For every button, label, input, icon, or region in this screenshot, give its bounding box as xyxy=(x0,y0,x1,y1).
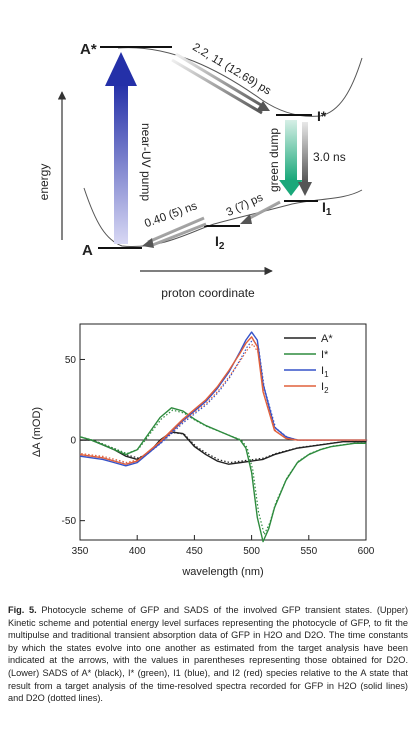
series-dotted-1 xyxy=(81,431,368,464)
legend-label-3: I1 xyxy=(321,365,329,379)
pump-arrow xyxy=(105,52,137,244)
legend: A* I* I1 I2 xyxy=(284,333,333,395)
relax-arrow xyxy=(298,122,312,196)
proton-axis-label: proton coordinate xyxy=(161,286,255,300)
caption-text: Photocycle scheme of GFP and SADS of the… xyxy=(8,605,409,704)
i1-to-i2-arrow xyxy=(240,200,281,224)
x-tick-label: 350 xyxy=(72,546,89,557)
sads-chart: 350 400 450 500 550 600 -50 0 50 A* I* I1 I2 wavele… xyxy=(31,323,375,578)
legend-label-2: I* xyxy=(321,349,329,361)
x-tick-label: 500 xyxy=(243,546,260,557)
y-tick-label: 0 xyxy=(70,436,76,447)
y-axis-label: ΔA (mOD) xyxy=(31,407,43,457)
figure: A* A I* I1 I2 near-UV pump 2.2, 11 (12.6… xyxy=(31,41,375,578)
label-relax: 3.0 ns xyxy=(313,150,346,164)
series-layer xyxy=(79,331,368,543)
label-i2-main: I xyxy=(215,233,219,249)
label-i1: I1 xyxy=(322,199,332,218)
kinetic-scheme: A* A I* I1 I2 near-UV pump 2.2, 11 (12.6… xyxy=(37,41,363,300)
legend-label-sub: 2 xyxy=(324,386,329,395)
dump-arrow xyxy=(279,120,303,196)
label-i2-to-a: 0.40 (5) ns xyxy=(143,200,199,230)
y-tick-label: 50 xyxy=(65,355,77,366)
legend-label-1: A* xyxy=(321,333,333,345)
label-a: A xyxy=(82,242,93,259)
label-i1-main: I xyxy=(322,199,326,215)
plot-frame xyxy=(79,323,367,541)
decay-arrows xyxy=(171,52,270,115)
label-dump: green dump xyxy=(267,128,281,192)
axis-ticks: 350 400 450 500 550 600 -50 0 50 xyxy=(62,355,375,557)
energy-axis-label: energy xyxy=(37,164,51,201)
i2-to-a-arrow xyxy=(142,216,207,248)
series-dotted-4 xyxy=(81,343,368,464)
x-axis-label: wavelength (nm) xyxy=(181,566,263,578)
y-tick-label: -50 xyxy=(62,516,77,527)
label-i-star: I* xyxy=(317,108,327,124)
excited-state-curve xyxy=(117,47,363,117)
label-i1-sub: 1 xyxy=(326,207,332,218)
series-dotted-2 xyxy=(81,409,368,537)
series-line-1 xyxy=(80,431,366,465)
x-tick-label: 400 xyxy=(129,546,146,557)
label-i1-to-i2: 3 (7) ps xyxy=(225,192,266,219)
caption-label: Fig. 5. xyxy=(8,605,37,615)
x-tick-label: 450 xyxy=(186,546,203,557)
label-pump: near-UV pump xyxy=(139,123,153,201)
x-tick-label: 550 xyxy=(300,546,317,557)
label-a-star: A* xyxy=(80,41,97,58)
legend-label-4: I2 xyxy=(321,381,329,395)
series-line-2 xyxy=(79,407,366,543)
label-i2-sub: 2 xyxy=(219,241,225,252)
label-i2: I2 xyxy=(215,233,225,252)
x-tick-label: 600 xyxy=(358,546,375,557)
legend-label-sub: 1 xyxy=(324,370,329,379)
figure-caption: Fig. 5. Photocycle scheme of GFP and SAD… xyxy=(8,604,408,705)
